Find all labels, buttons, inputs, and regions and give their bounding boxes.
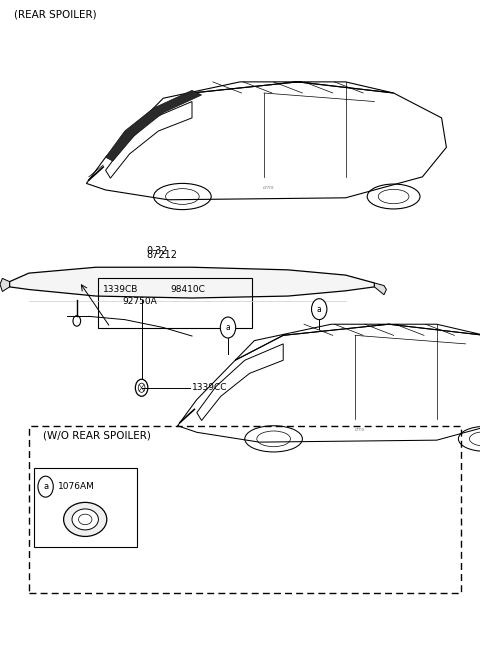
Text: a: a [43, 482, 48, 491]
Bar [34, 468, 137, 547]
Bar [29, 426, 461, 593]
Ellipse shape [63, 502, 107, 536]
Text: crns: crns [263, 185, 275, 190]
Polygon shape [106, 90, 202, 161]
Text: 87212: 87212 [146, 250, 178, 260]
Ellipse shape [72, 509, 98, 530]
Text: a: a [226, 323, 230, 332]
Text: crns: crns [355, 427, 365, 432]
Polygon shape [10, 267, 374, 298]
Polygon shape [0, 278, 10, 291]
Circle shape [220, 317, 236, 338]
Text: (REAR SPOILER): (REAR SPOILER) [14, 10, 97, 20]
Polygon shape [374, 283, 386, 295]
Circle shape [135, 379, 148, 396]
Text: 92750A: 92750A [122, 297, 157, 306]
Text: 1339CC: 1339CC [192, 383, 228, 392]
Text: a: a [317, 305, 322, 314]
Text: (W/O REAR SPOILER): (W/O REAR SPOILER) [43, 431, 151, 441]
Text: 98410C: 98410C [170, 285, 205, 294]
Text: 1339CB: 1339CB [103, 285, 139, 294]
Circle shape [38, 476, 53, 497]
Bar [98, 278, 252, 328]
Text: 1076AM: 1076AM [58, 482, 95, 491]
Text: 0.32: 0.32 [146, 246, 168, 256]
Circle shape [312, 299, 327, 320]
